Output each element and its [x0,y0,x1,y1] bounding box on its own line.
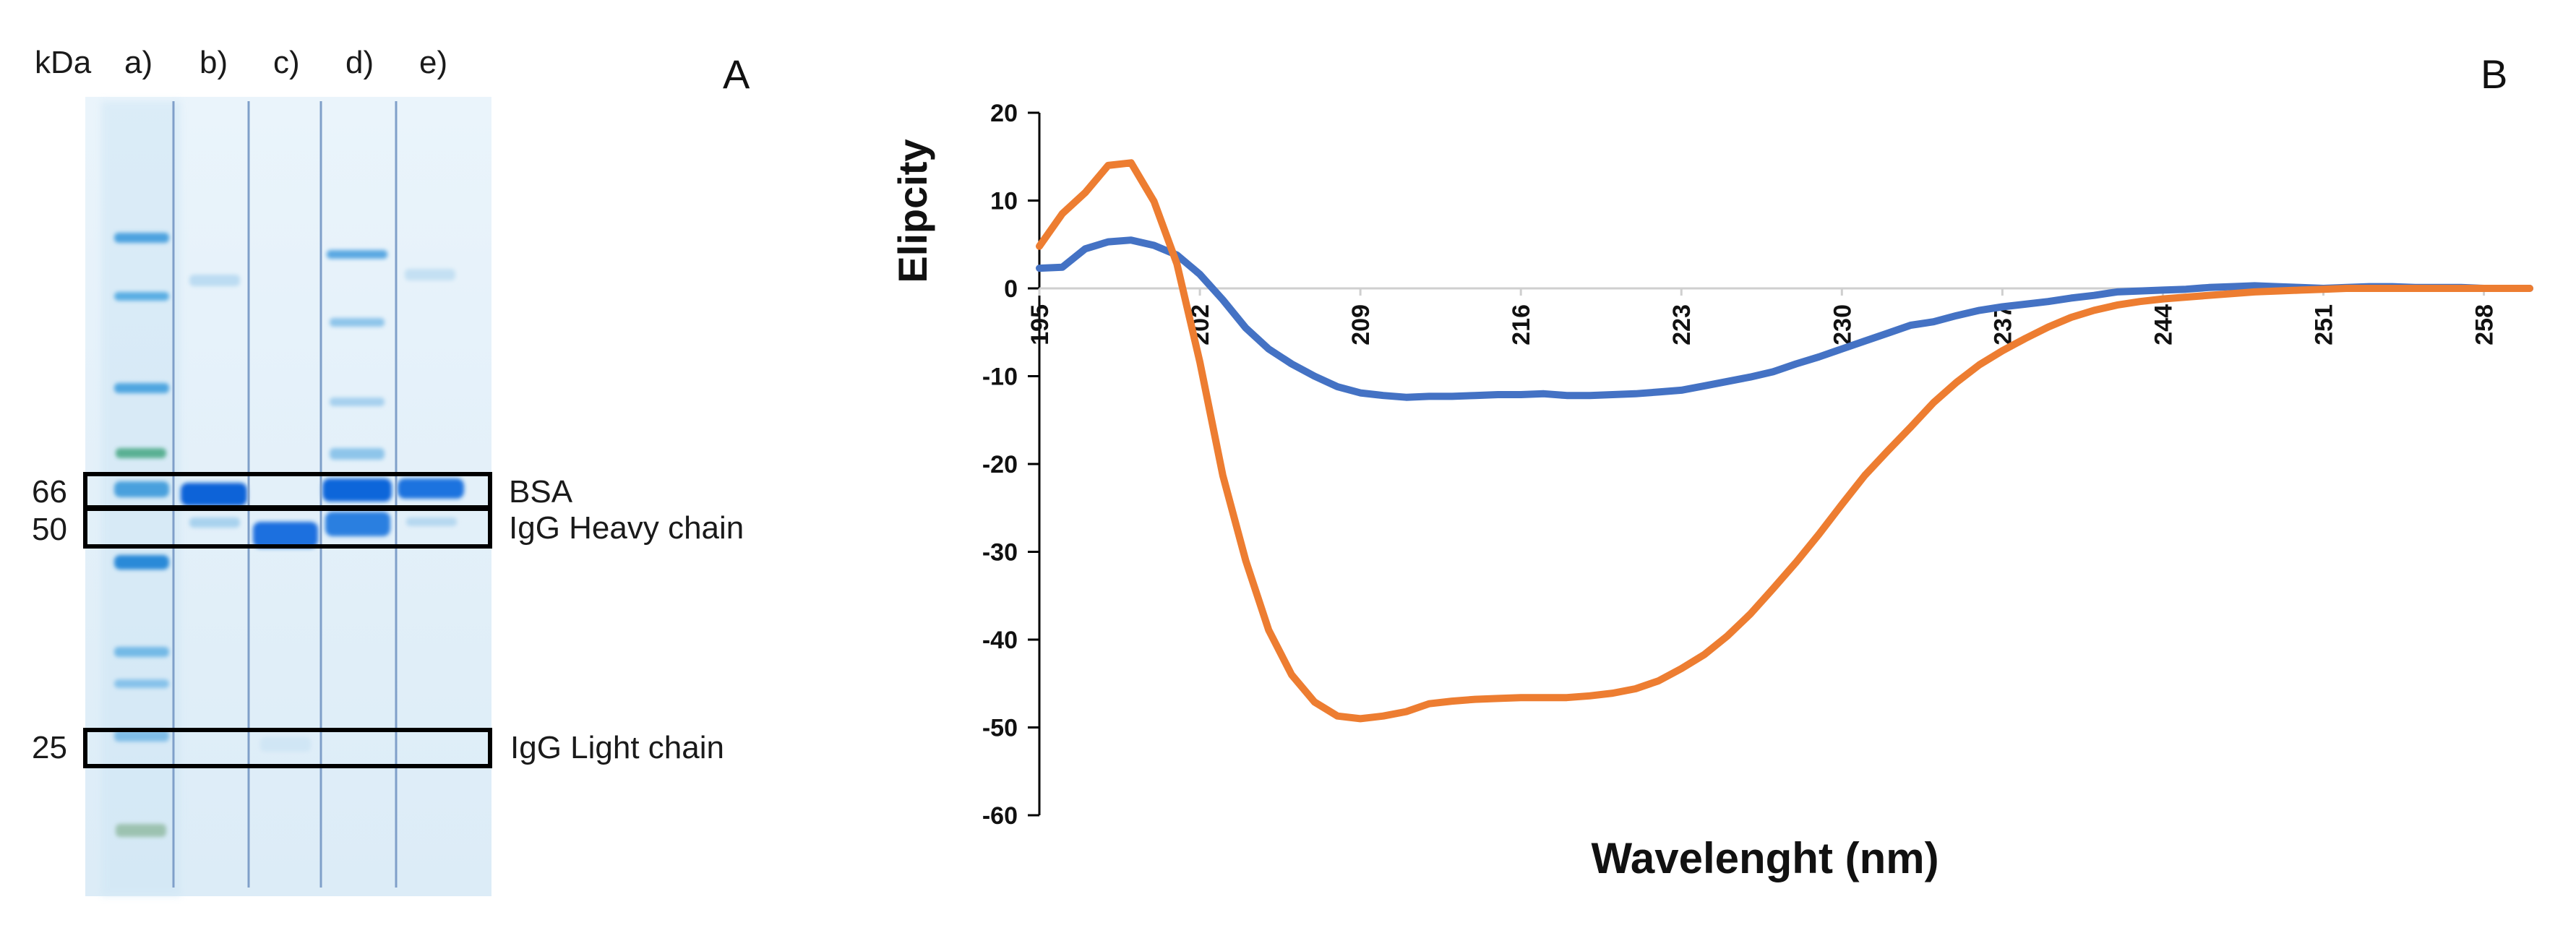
x-axis-title: Wavelenght (nm) [1591,834,1939,882]
kda-header: kDa [35,45,92,80]
bsa-band [322,478,392,502]
panel-letter-b: B [2481,51,2508,97]
ladder-band [114,730,169,742]
ladder-band [114,233,169,243]
marker-66: 66 [32,474,67,510]
x-tick-label: 251 [2310,304,2337,345]
bsa-label: BSA [509,474,573,510]
x-tick-label: 216 [1508,304,1535,345]
y-tick-label: -20 [982,451,1018,478]
x-tick-label: 258 [2471,304,2499,345]
lane-label-d: d) [345,45,374,80]
light-chain-label: IgG Light chain [510,730,724,765]
lane-label-e: e) [419,45,448,80]
bsa-band [181,483,247,506]
panel-letter-a: A [723,51,750,97]
y-axis: 20 10 0 -10 -20 -30 -40 -50 -60 [982,100,1041,830]
y-axis-title: Elipcity [890,139,935,283]
lane-label-a: a) [124,45,153,80]
x-tick-label: 223 [1668,304,1696,345]
ladder-band [114,481,169,497]
ladder-band [114,292,169,301]
y-tick-label: -60 [982,802,1018,830]
lane-label-c: c) [273,45,300,80]
heavy-chain-band [325,512,390,536]
marker-50: 50 [32,512,67,547]
series-line-blue [1036,236,2533,401]
lane-label-b: b) [199,45,228,80]
light-chain-box [83,728,492,768]
y-tick-label: -50 [982,715,1018,742]
x-tick-label: 244 [2150,304,2177,345]
y-tick-label: -30 [982,539,1018,567]
ladder-band [114,679,169,688]
y-tick-label: -40 [982,627,1018,654]
ladder-band [114,555,169,570]
ladder-band [116,448,166,458]
x-tick-label: 209 [1347,304,1375,345]
x-tick-label: 230 [1829,304,1856,345]
x-tick-label: 195 [1026,304,1054,345]
heavy-chain-label: IgG Heavy chain [509,510,744,546]
ladder-band [116,824,166,837]
y-tick-label: 20 [990,100,1018,127]
series-line-orange [1036,159,2533,723]
series-group [1036,159,2533,723]
marker-25: 25 [32,730,67,765]
bsa-band [398,478,464,499]
heavy-chain-band [253,522,318,548]
ladder-band [114,647,169,657]
y-tick-label: 10 [990,188,1018,215]
heavy-chain-box [83,507,492,549]
ladder-band [114,383,169,393]
y-tick-label: 0 [1004,275,1018,303]
y-tick-label: -10 [982,364,1018,391]
